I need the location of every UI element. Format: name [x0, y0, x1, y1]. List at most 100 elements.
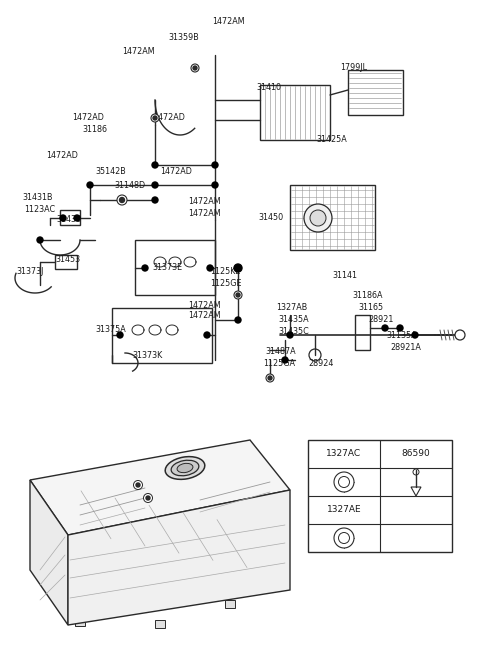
Circle shape — [236, 293, 240, 297]
Text: 1472AD: 1472AD — [153, 113, 185, 122]
Circle shape — [193, 66, 197, 70]
Text: 31430: 31430 — [56, 215, 81, 225]
Polygon shape — [30, 480, 68, 625]
Bar — [75, 618, 85, 626]
Circle shape — [382, 325, 388, 331]
Text: 31141: 31141 — [332, 271, 357, 280]
Circle shape — [282, 357, 288, 363]
Text: 31435C: 31435C — [278, 328, 309, 337]
Ellipse shape — [171, 460, 199, 476]
Text: 1472AM: 1472AM — [188, 208, 221, 217]
Circle shape — [87, 182, 93, 188]
Text: 31359B: 31359B — [168, 33, 199, 43]
Bar — [55, 255, 77, 269]
Text: 1472AM: 1472AM — [188, 312, 221, 320]
Text: 1472AM: 1472AM — [122, 48, 155, 56]
Bar — [290, 185, 375, 250]
Circle shape — [74, 215, 80, 221]
Text: 1327AC: 1327AC — [326, 449, 361, 458]
Circle shape — [133, 481, 143, 489]
Polygon shape — [68, 490, 290, 625]
Circle shape — [212, 162, 218, 168]
Circle shape — [310, 210, 326, 226]
Bar — [225, 600, 235, 608]
Text: 31165: 31165 — [358, 303, 383, 312]
Circle shape — [204, 332, 210, 338]
Text: 1799JL: 1799JL — [340, 64, 367, 73]
Circle shape — [153, 116, 157, 120]
Circle shape — [268, 376, 272, 380]
Circle shape — [287, 332, 293, 338]
Text: 28921A: 28921A — [390, 343, 421, 352]
Bar — [308, 440, 452, 552]
Circle shape — [413, 469, 419, 475]
Text: 31148D: 31148D — [114, 181, 145, 189]
Text: 1472AD: 1472AD — [72, 113, 104, 122]
Circle shape — [117, 195, 127, 205]
Ellipse shape — [177, 463, 193, 473]
Bar — [260, 85, 330, 140]
Ellipse shape — [165, 457, 205, 479]
Circle shape — [120, 198, 124, 202]
Text: 31410: 31410 — [256, 83, 281, 92]
Circle shape — [212, 182, 218, 188]
Circle shape — [151, 114, 159, 122]
Circle shape — [412, 332, 418, 338]
Circle shape — [334, 472, 354, 492]
Text: 31453: 31453 — [55, 255, 80, 265]
Polygon shape — [30, 440, 290, 535]
Circle shape — [235, 317, 241, 323]
Circle shape — [37, 237, 43, 243]
Circle shape — [207, 265, 213, 271]
Text: 31435A: 31435A — [278, 316, 309, 324]
Bar — [355, 315, 370, 350]
Text: 1125GA: 1125GA — [263, 360, 295, 369]
Circle shape — [309, 349, 321, 361]
Text: 31425A: 31425A — [316, 136, 347, 145]
Bar — [265, 582, 275, 590]
Text: 31487A: 31487A — [265, 348, 296, 356]
Text: 28924: 28924 — [308, 360, 334, 369]
Text: 31373J: 31373J — [16, 267, 43, 276]
Bar — [348, 70, 403, 115]
Circle shape — [397, 325, 403, 331]
Text: 1472AD: 1472AD — [160, 168, 192, 176]
Text: 1327AE: 1327AE — [327, 506, 361, 514]
Text: 1472AD: 1472AD — [46, 151, 78, 160]
Text: 31375A: 31375A — [95, 326, 126, 335]
Bar — [60, 210, 80, 225]
Text: 1472AM: 1472AM — [212, 18, 244, 26]
Circle shape — [152, 182, 158, 188]
Text: 1472AM: 1472AM — [188, 198, 221, 206]
Circle shape — [234, 264, 242, 272]
Circle shape — [191, 64, 199, 72]
Circle shape — [152, 197, 158, 203]
Text: 1123AC: 1123AC — [24, 206, 55, 214]
Text: 31186A: 31186A — [352, 291, 383, 301]
Circle shape — [142, 265, 148, 271]
Circle shape — [136, 483, 140, 487]
Text: 31431B: 31431B — [22, 193, 52, 202]
Circle shape — [334, 528, 354, 548]
Text: 1125GE: 1125GE — [210, 280, 241, 288]
Text: 31450: 31450 — [258, 214, 283, 223]
Text: 35142B: 35142B — [95, 168, 126, 176]
Text: 31373K: 31373K — [132, 352, 162, 360]
Circle shape — [338, 533, 349, 544]
Text: 1472AM: 1472AM — [188, 301, 221, 310]
Text: 28921: 28921 — [368, 316, 394, 324]
Circle shape — [146, 496, 150, 500]
Circle shape — [304, 204, 332, 232]
Polygon shape — [411, 487, 421, 496]
Circle shape — [60, 215, 66, 221]
Text: 31186: 31186 — [82, 126, 107, 134]
Text: 31135A: 31135A — [386, 331, 417, 339]
Circle shape — [338, 476, 349, 487]
Text: 31373E: 31373E — [152, 263, 182, 272]
Circle shape — [152, 162, 158, 168]
Bar — [135, 240, 215, 295]
Text: 86590: 86590 — [402, 449, 431, 458]
Circle shape — [455, 330, 465, 340]
Text: 1125KE: 1125KE — [210, 267, 240, 276]
Text: 1327AB: 1327AB — [276, 303, 307, 312]
